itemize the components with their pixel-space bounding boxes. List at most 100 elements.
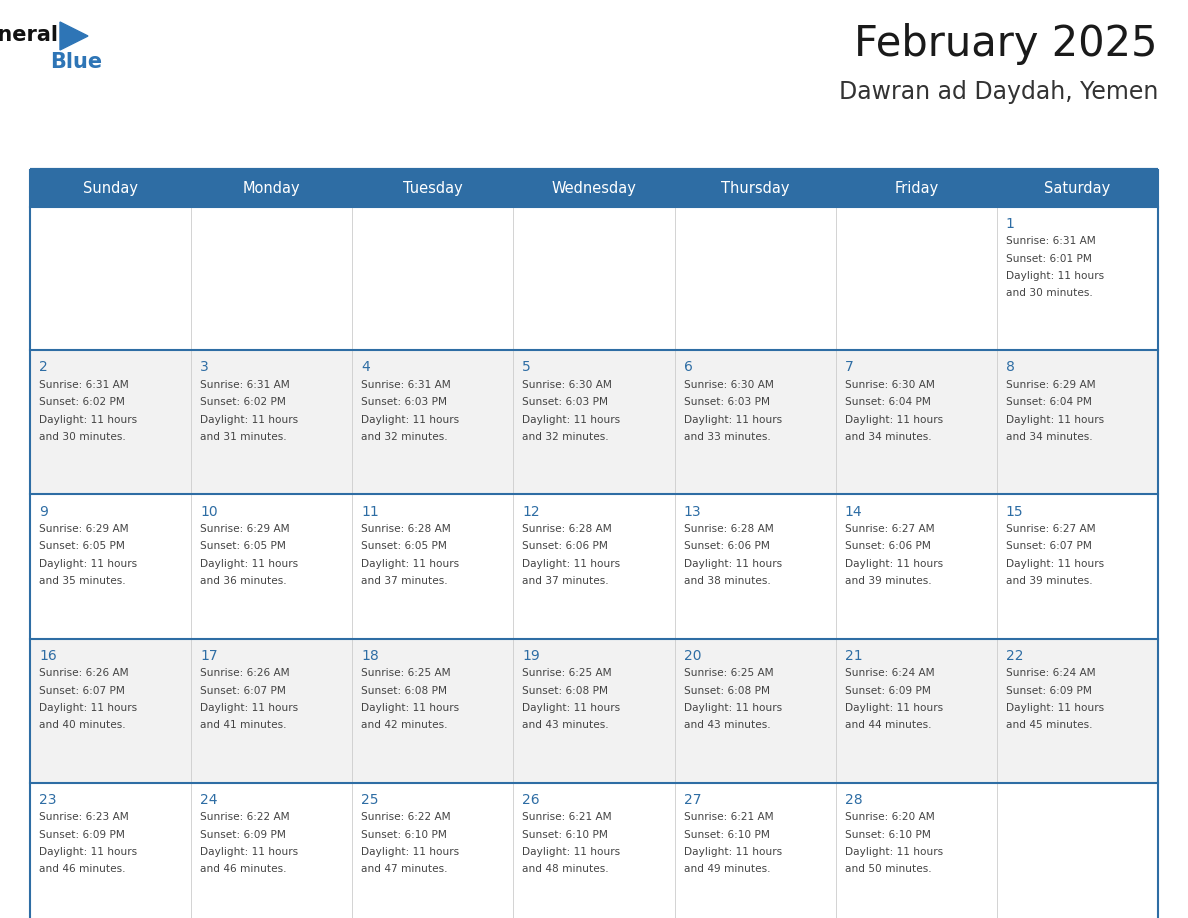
Text: and 39 minutes.: and 39 minutes. (1006, 577, 1093, 587)
Text: Sunrise: 6:31 AM: Sunrise: 6:31 AM (1006, 236, 1095, 246)
Text: Daylight: 11 hours: Daylight: 11 hours (683, 703, 782, 713)
Text: Sunrise: 6:21 AM: Sunrise: 6:21 AM (523, 812, 612, 822)
Text: and 44 minutes.: and 44 minutes. (845, 721, 931, 731)
Text: Sunset: 6:08 PM: Sunset: 6:08 PM (523, 686, 608, 696)
Text: Daylight: 11 hours: Daylight: 11 hours (845, 559, 943, 569)
Text: Sunset: 6:09 PM: Sunset: 6:09 PM (845, 686, 930, 696)
Text: Sunset: 6:10 PM: Sunset: 6:10 PM (683, 830, 770, 839)
Text: Sunrise: 6:20 AM: Sunrise: 6:20 AM (845, 812, 935, 822)
Text: 25: 25 (361, 792, 379, 807)
Bar (30, 207, 1158, 351)
Text: Sunset: 6:03 PM: Sunset: 6:03 PM (361, 397, 448, 408)
Text: Daylight: 11 hours: Daylight: 11 hours (39, 415, 137, 425)
Text: 17: 17 (200, 648, 217, 663)
Text: Sunset: 6:09 PM: Sunset: 6:09 PM (39, 830, 125, 839)
Text: Sunrise: 6:29 AM: Sunrise: 6:29 AM (39, 524, 128, 534)
Text: 1: 1 (1006, 217, 1015, 230)
Text: 26: 26 (523, 792, 541, 807)
Text: Sunset: 6:03 PM: Sunset: 6:03 PM (523, 397, 608, 408)
Text: Sunset: 6:10 PM: Sunset: 6:10 PM (361, 830, 447, 839)
Text: 3: 3 (200, 361, 209, 375)
Text: Daylight: 11 hours: Daylight: 11 hours (1006, 559, 1104, 569)
Text: Sunrise: 6:28 AM: Sunrise: 6:28 AM (361, 524, 451, 534)
Text: and 30 minutes.: and 30 minutes. (1006, 288, 1093, 298)
Text: Sunset: 6:07 PM: Sunset: 6:07 PM (39, 686, 125, 696)
Text: Sunrise: 6:21 AM: Sunrise: 6:21 AM (683, 812, 773, 822)
Text: Daylight: 11 hours: Daylight: 11 hours (523, 415, 620, 425)
Text: and 47 minutes.: and 47 minutes. (361, 865, 448, 875)
Text: and 49 minutes.: and 49 minutes. (683, 865, 770, 875)
Text: 2: 2 (39, 361, 48, 375)
Text: 4: 4 (361, 361, 369, 375)
Text: 23: 23 (39, 792, 57, 807)
Text: and 36 minutes.: and 36 minutes. (200, 577, 286, 587)
Text: Daylight: 11 hours: Daylight: 11 hours (39, 847, 137, 857)
Text: Sunset: 6:09 PM: Sunset: 6:09 PM (200, 830, 286, 839)
Bar (30, 170, 1158, 207)
Text: 12: 12 (523, 505, 541, 519)
Text: Sunrise: 6:30 AM: Sunrise: 6:30 AM (523, 380, 612, 390)
Text: Daylight: 11 hours: Daylight: 11 hours (200, 559, 298, 569)
Text: Daylight: 11 hours: Daylight: 11 hours (200, 703, 298, 713)
Text: and 38 minutes.: and 38 minutes. (683, 577, 770, 587)
Text: 6: 6 (683, 361, 693, 375)
Text: Sunrise: 6:25 AM: Sunrise: 6:25 AM (361, 668, 451, 678)
Text: and 35 minutes.: and 35 minutes. (39, 577, 126, 587)
Text: 20: 20 (683, 648, 701, 663)
Text: Daylight: 11 hours: Daylight: 11 hours (361, 559, 460, 569)
Text: 18: 18 (361, 648, 379, 663)
Text: and 43 minutes.: and 43 minutes. (683, 721, 770, 731)
Text: Daylight: 11 hours: Daylight: 11 hours (683, 559, 782, 569)
Text: Tuesday: Tuesday (403, 181, 463, 196)
Text: General: General (0, 25, 58, 45)
Text: Sunset: 6:01 PM: Sunset: 6:01 PM (1006, 253, 1092, 263)
Bar (30, 639, 1158, 782)
Text: Sunrise: 6:30 AM: Sunrise: 6:30 AM (683, 380, 773, 390)
Polygon shape (61, 22, 88, 50)
Text: Sunrise: 6:22 AM: Sunrise: 6:22 AM (200, 812, 290, 822)
Text: Sunset: 6:06 PM: Sunset: 6:06 PM (523, 542, 608, 552)
Text: Sunset: 6:03 PM: Sunset: 6:03 PM (683, 397, 770, 408)
Text: Daylight: 11 hours: Daylight: 11 hours (39, 559, 137, 569)
Bar (30, 495, 1158, 639)
Text: and 34 minutes.: and 34 minutes. (845, 432, 931, 442)
Text: and 41 minutes.: and 41 minutes. (200, 721, 286, 731)
Text: February 2025: February 2025 (854, 23, 1158, 65)
Text: Daylight: 11 hours: Daylight: 11 hours (361, 415, 460, 425)
Text: Daylight: 11 hours: Daylight: 11 hours (1006, 703, 1104, 713)
Text: Sunset: 6:08 PM: Sunset: 6:08 PM (361, 686, 448, 696)
Text: Sunset: 6:05 PM: Sunset: 6:05 PM (361, 542, 447, 552)
Text: Sunset: 6:06 PM: Sunset: 6:06 PM (845, 542, 930, 552)
Text: 19: 19 (523, 648, 541, 663)
Text: Sunrise: 6:24 AM: Sunrise: 6:24 AM (845, 668, 934, 678)
Text: Sunrise: 6:28 AM: Sunrise: 6:28 AM (523, 524, 612, 534)
Text: Daylight: 11 hours: Daylight: 11 hours (200, 415, 298, 425)
Text: 13: 13 (683, 505, 701, 519)
Text: Monday: Monday (242, 181, 301, 196)
Text: 14: 14 (845, 505, 862, 519)
Text: Daylight: 11 hours: Daylight: 11 hours (845, 847, 943, 857)
Text: Sunrise: 6:23 AM: Sunrise: 6:23 AM (39, 812, 128, 822)
Text: Sunrise: 6:27 AM: Sunrise: 6:27 AM (1006, 524, 1095, 534)
Text: and 42 minutes.: and 42 minutes. (361, 721, 448, 731)
Text: Sunset: 6:10 PM: Sunset: 6:10 PM (523, 830, 608, 839)
Text: Daylight: 11 hours: Daylight: 11 hours (523, 847, 620, 857)
Text: 27: 27 (683, 792, 701, 807)
Text: 22: 22 (1006, 648, 1023, 663)
Text: Saturday: Saturday (1044, 181, 1111, 196)
Text: Sunrise: 6:30 AM: Sunrise: 6:30 AM (845, 380, 935, 390)
Text: 15: 15 (1006, 505, 1024, 519)
Text: Sunrise: 6:26 AM: Sunrise: 6:26 AM (200, 668, 290, 678)
Text: 28: 28 (845, 792, 862, 807)
Text: and 37 minutes.: and 37 minutes. (361, 577, 448, 587)
Text: Friday: Friday (895, 181, 939, 196)
Text: and 37 minutes.: and 37 minutes. (523, 577, 609, 587)
Text: Sunrise: 6:28 AM: Sunrise: 6:28 AM (683, 524, 773, 534)
Text: 7: 7 (845, 361, 853, 375)
Text: 16: 16 (39, 648, 57, 663)
Text: and 34 minutes.: and 34 minutes. (1006, 432, 1093, 442)
Text: Sunrise: 6:26 AM: Sunrise: 6:26 AM (39, 668, 128, 678)
Text: Sunset: 6:07 PM: Sunset: 6:07 PM (1006, 542, 1092, 552)
Text: Sunset: 6:02 PM: Sunset: 6:02 PM (200, 397, 286, 408)
Text: and 45 minutes.: and 45 minutes. (1006, 721, 1092, 731)
